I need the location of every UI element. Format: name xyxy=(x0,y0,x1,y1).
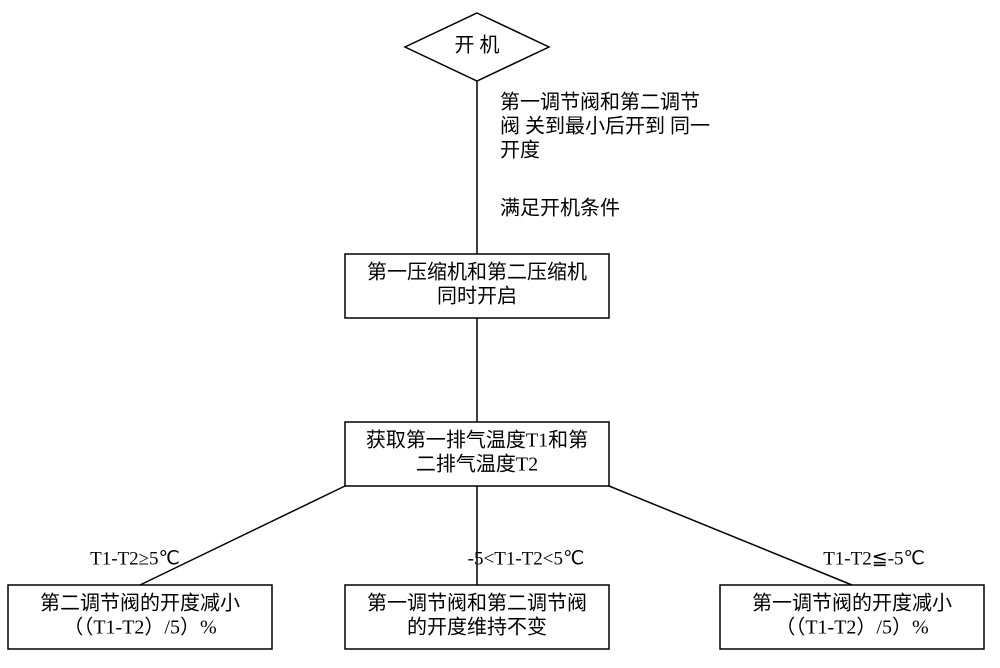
branch-label-left: T1-T2≥5℃ xyxy=(90,548,180,569)
left-label: 第二调节阀的开度减小 xyxy=(40,592,240,615)
branch-label-right: T1-T2≦-5℃ xyxy=(823,548,925,569)
edge xyxy=(140,486,345,585)
compressors-label: 同时开启 xyxy=(437,285,517,308)
valve_note-annotation: 开度 xyxy=(500,139,540,162)
condition-annotation: 满足开机条件 xyxy=(500,197,620,220)
start-label: 开 机 xyxy=(455,34,500,57)
left-label: （（T1-T2）/5）% xyxy=(63,616,216,639)
temps-label: 获取第一排气温度T1和第 xyxy=(366,429,588,452)
mid-label: 第一调节阀和第二调节阀 xyxy=(367,592,587,615)
edge xyxy=(609,486,852,585)
valve_note-annotation: 第一调节阀和第二调节 xyxy=(500,91,700,114)
mid-label: 的开度维持不变 xyxy=(407,616,547,639)
valve_note-annotation: 阀 关到最小后开到 同一 xyxy=(500,115,710,138)
right-label: 第一调节阀的开度减小 xyxy=(752,592,952,615)
branch-label-mid: -5<T1-T2<5℃ xyxy=(468,548,585,569)
temps-label: 二排气温度T2 xyxy=(416,453,538,476)
right-label: （（T1-T2）/5）% xyxy=(775,616,928,639)
compressors-label: 第一压缩机和第二压缩机 xyxy=(367,261,587,284)
